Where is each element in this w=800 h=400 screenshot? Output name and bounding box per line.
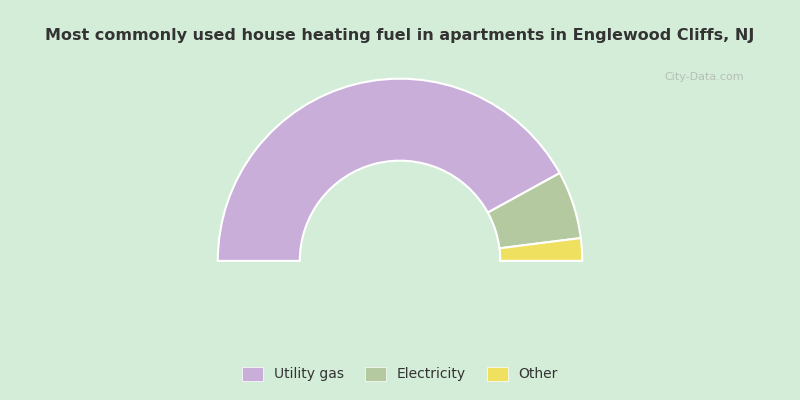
Wedge shape xyxy=(218,79,560,261)
Legend: Utility gas, Electricity, Other: Utility gas, Electricity, Other xyxy=(237,361,563,387)
Text: Most commonly used house heating fuel in apartments in Englewood Cliffs, NJ: Most commonly used house heating fuel in… xyxy=(46,28,754,43)
Wedge shape xyxy=(488,173,581,248)
Wedge shape xyxy=(499,238,582,261)
Text: City-Data.com: City-Data.com xyxy=(664,72,744,82)
